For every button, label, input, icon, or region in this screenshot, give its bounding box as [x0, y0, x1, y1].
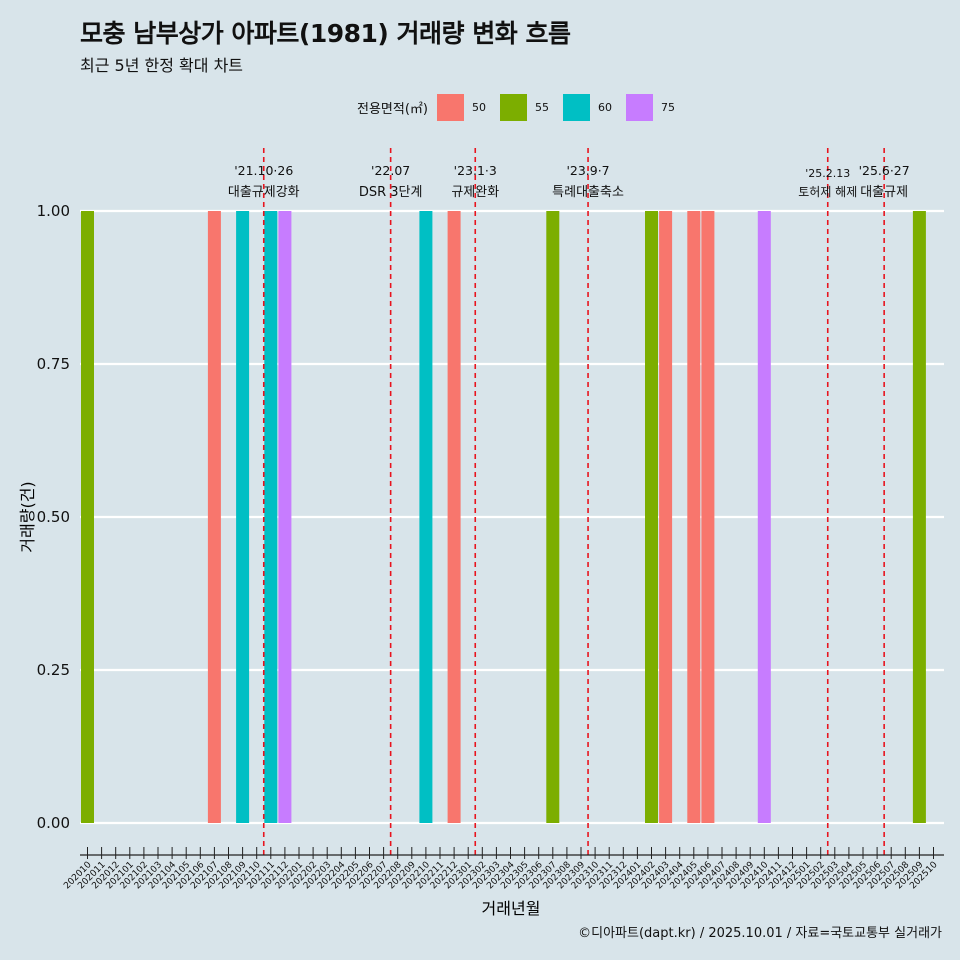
y-tick-label: 0.00 [37, 814, 70, 832]
event-date: '25.6·27 [859, 163, 910, 178]
y-tick-label: 0.25 [37, 661, 70, 679]
axis-layer: 0.000.250.500.751.0020201020201120201220… [37, 202, 944, 891]
chart-subtitle: 최근 5년 한정 확대 차트 [80, 56, 244, 75]
event-date: '23.9·7 [566, 163, 609, 178]
grid-layer [80, 209, 944, 825]
event-label: 규제완화 [451, 185, 499, 200]
legend-key-75 [625, 93, 653, 121]
event-date: '22.07 [371, 163, 410, 178]
y-tick-label: 0.50 [37, 508, 70, 526]
event-date: '25.2.13 [805, 167, 850, 180]
bar-202112-75 [278, 211, 292, 823]
y-tick-label: 0.75 [37, 355, 70, 373]
legend-item-50: 50 [436, 93, 496, 121]
bar-202109-60 [236, 211, 250, 823]
legend-label-75: 75 [660, 100, 675, 114]
event-label: 대출규제강화 [228, 185, 300, 200]
bar-202010-55 [81, 211, 94, 823]
event-date: '21.10·26 [234, 163, 293, 178]
bar-202509-55 [912, 211, 926, 823]
bar-202107-50 [207, 211, 221, 823]
legend-key-50 [436, 93, 464, 121]
legend-label-60: 60 [597, 100, 612, 114]
event-label: 대출규제 [860, 185, 908, 200]
legend-label-55: 55 [534, 100, 549, 114]
legend-item-75: 75 [625, 93, 685, 121]
bar-202410-75 [757, 211, 771, 823]
legend-item-55: 55 [499, 93, 559, 121]
y-tick-label: 1.00 [37, 202, 70, 220]
bar-202212-50 [447, 211, 461, 823]
bar-layer [81, 211, 926, 823]
bar-202307-55 [546, 211, 560, 823]
bar-202210-60 [419, 211, 433, 823]
bar-202111-60 [264, 211, 278, 823]
bar-202402-55 [645, 211, 658, 823]
y-axis-title: 거래량(건) [18, 481, 37, 552]
event-label: DSR 3단계 [359, 185, 423, 200]
legend: 전용면적(㎡) 50 55 60 75 [357, 93, 689, 121]
legend-item-60: 60 [562, 93, 622, 121]
bar-202405-50 [687, 211, 701, 823]
x-axis-title: 거래년월 [482, 899, 541, 918]
legend-label-50: 50 [471, 100, 486, 114]
legend-title: 전용면적(㎡) [357, 101, 428, 117]
event-label: 토허제 해제 [798, 185, 857, 199]
bar-202403-50 [659, 211, 673, 823]
event-layer: '21.10·26 대출규제강화 '22.07 DSR 3단계 '23.1·3 규제완화 '… [228, 148, 910, 855]
event-label: 특례대출축소 [552, 185, 624, 200]
legend-key-60 [562, 93, 590, 121]
legend-key-55 [499, 93, 527, 121]
event-date: '23.1·3 [454, 163, 497, 178]
caption: ©디아파트(dapt.kr) / 2025.10.01 / 자료=국토교통부 실… [578, 926, 942, 941]
bar-202406-50 [701, 211, 715, 823]
chart-title: 모충 남부상가 아파트(1981) 거래량 변화 흐름 [80, 19, 571, 48]
